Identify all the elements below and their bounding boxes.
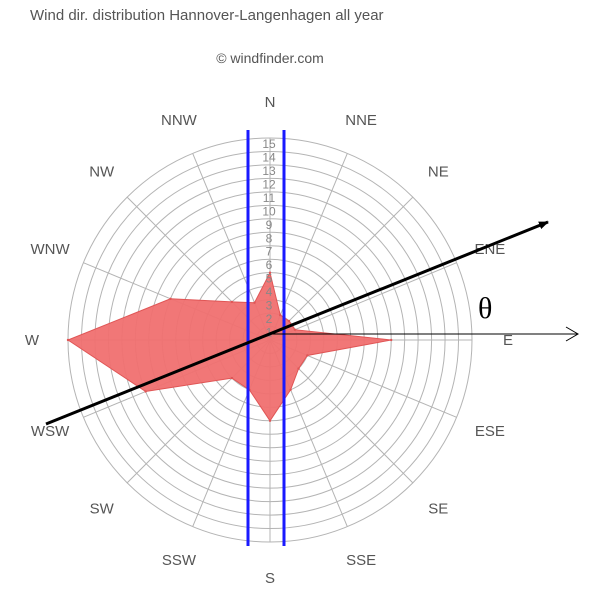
ring-label: 2 <box>266 312 273 326</box>
theta-label: θ <box>478 292 492 325</box>
direction-label-wsw: WSW <box>31 423 70 440</box>
direction-label-nnw: NNW <box>161 112 198 129</box>
rose-point-wnw <box>169 297 172 300</box>
ring-label: 3 <box>266 299 273 313</box>
direction-arrow <box>45 220 549 426</box>
credit-text: © windfinder.com <box>216 50 324 66</box>
direction-label-sw: SW <box>90 500 115 517</box>
direction-label-s: S <box>265 570 275 587</box>
direction-label-sse: SSE <box>346 552 376 569</box>
direction-label-wnw: WNW <box>31 241 71 258</box>
rose-point-wsw <box>144 390 147 393</box>
direction-label-ene: ENE <box>474 241 505 258</box>
ring-label: 11 <box>263 191 276 205</box>
rose-point-s <box>268 419 272 422</box>
direction-label-nw: NW <box>89 164 115 181</box>
rose-point-sw <box>230 376 234 380</box>
rose-point-ene <box>293 328 297 331</box>
ring-label: 14 <box>262 151 276 165</box>
ring-label: 15 <box>262 137 276 151</box>
direction-label-se: SE <box>428 500 448 517</box>
wind-rose-area <box>66 271 392 422</box>
ring-label: 1 <box>266 326 273 340</box>
ring-label: 4 <box>266 285 273 299</box>
rose-point-n <box>268 271 272 274</box>
ring-label: 13 <box>262 164 276 178</box>
direction-label-n: N <box>265 94 276 111</box>
direction-label-e: E <box>503 332 513 349</box>
rose-point-ne <box>287 319 291 323</box>
rose-point-e <box>390 338 393 342</box>
ring-label: 6 <box>266 258 273 272</box>
direction-label-ne: NE <box>428 164 449 181</box>
rose-point-nne <box>279 313 282 317</box>
grid-spoke <box>269 262 457 341</box>
rose-point-nnw <box>253 301 256 304</box>
ring-label: 5 <box>266 272 273 286</box>
ring-label: 7 <box>266 245 273 259</box>
direction-label-nne: NNE <box>345 112 377 129</box>
ring-label: 10 <box>262 204 276 218</box>
direction-label-ssw: SSW <box>162 552 197 569</box>
rose-point-sse <box>289 388 292 391</box>
rose-point-ese <box>306 354 309 357</box>
ring-label: 12 <box>262 177 276 191</box>
reference-axis-arrowhead <box>565 326 579 342</box>
grid-spoke <box>269 196 414 341</box>
ring-label: 9 <box>266 218 273 232</box>
direction-labels: N NNE NE ENE E ESE SE SSE S SSW SW WSW W WNW NW NNW <box>25 94 513 587</box>
rose-point-se <box>297 367 300 370</box>
ring-label: 8 <box>266 231 273 245</box>
direction-label-ese: ESE <box>475 423 505 440</box>
rose-point-nw <box>230 300 234 304</box>
direction-label-w: W <box>25 332 40 349</box>
chart-title: Wind dir. distribution Hannover-Langenha… <box>30 7 384 24</box>
rose-point-w <box>66 338 70 342</box>
